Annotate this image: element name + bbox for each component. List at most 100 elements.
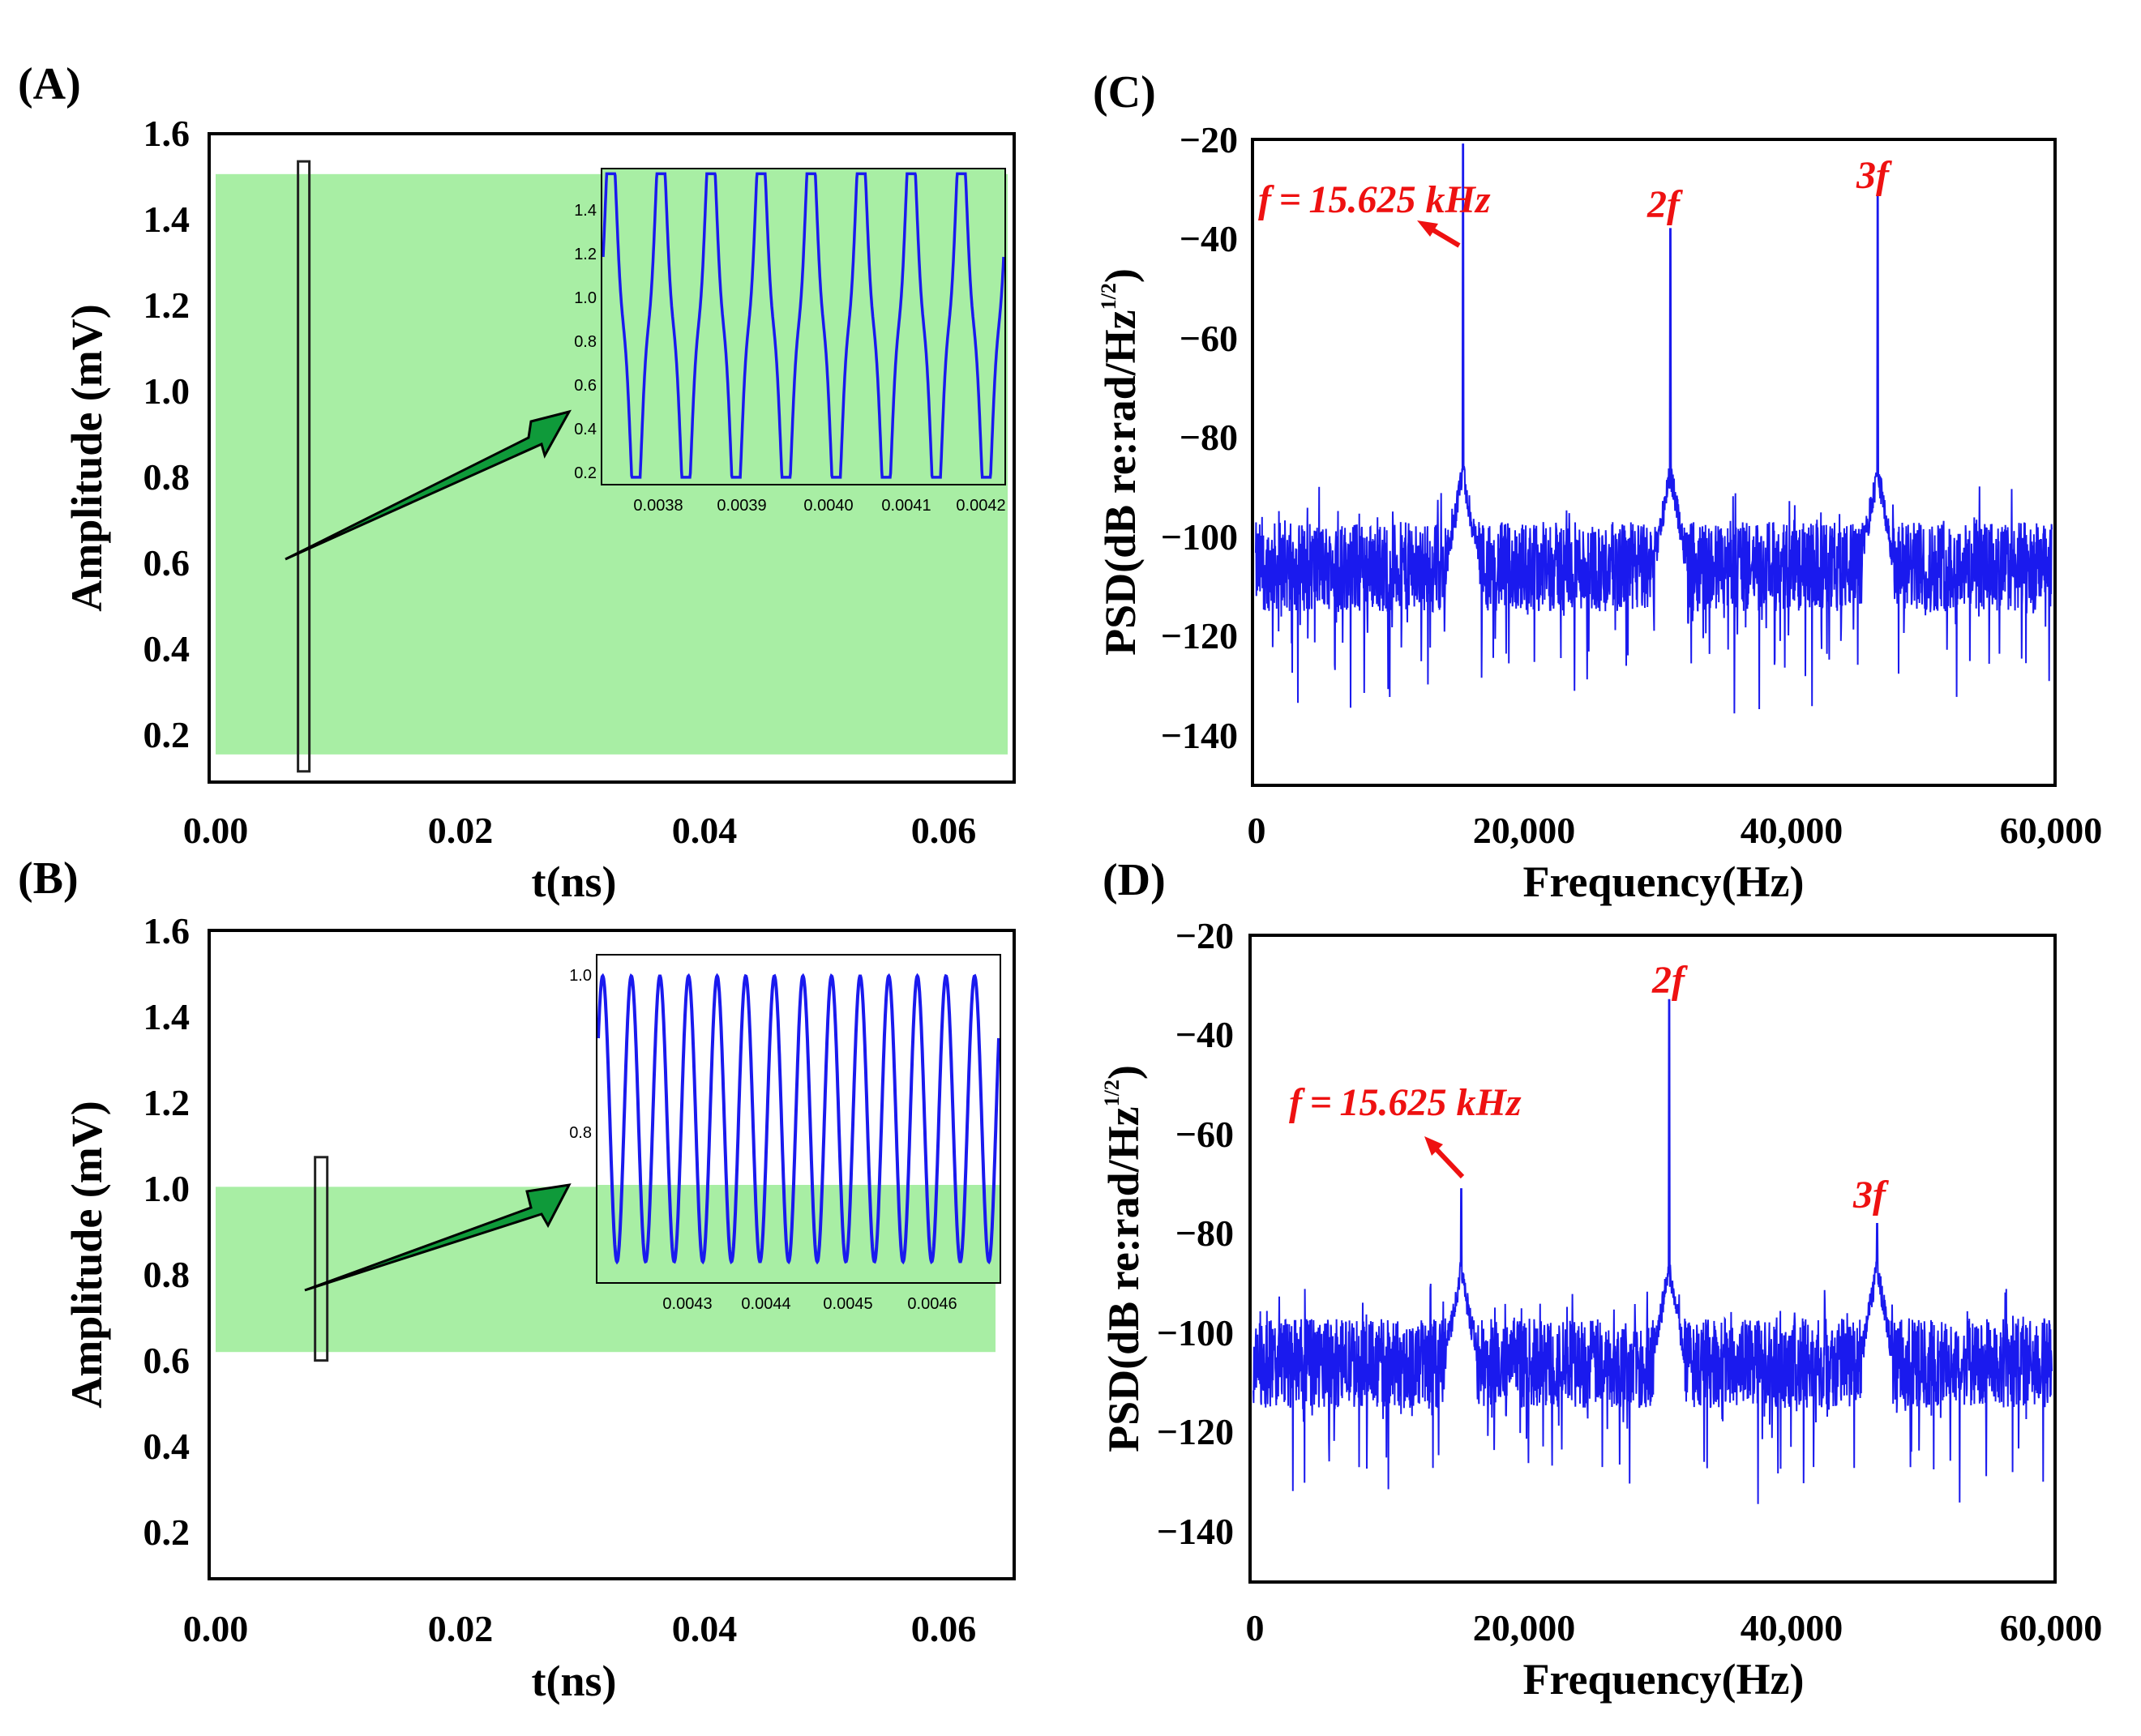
panel-d-x-ticks: 0 20,000 40,000 60,000 (1246, 1607, 2103, 1648)
panel-a-inset-ytick: 1.0 (574, 289, 597, 307)
panel-c-ytick: −80 (1180, 417, 1238, 458)
panel-b-arrow-shape (304, 1183, 572, 1292)
panel-a-ytick: 1.2 (143, 284, 191, 326)
panel-a-x-ticks: 0.00 0.02 0.04 0.06 (183, 810, 977, 851)
panel-c-y-ticks: −20 −40 −60 −80 −100 −120 −140 (1161, 119, 1238, 756)
panel-d-ylabel-sup: 1/2 (1100, 1080, 1124, 1106)
panel-c-xlabel: Frequency(Hz) (1523, 857, 1805, 906)
panel-a-inset-xtick: 0.0041 (881, 497, 931, 515)
panel-b-ytick: 1.0 (143, 1168, 191, 1209)
panel-c-xtick: 20,000 (1473, 810, 1576, 851)
panel-d-fundamental-arrow (1431, 1144, 1465, 1179)
panel-a-xtick: 0.02 (428, 810, 494, 851)
panel-d-ytick: −40 (1175, 1014, 1234, 1055)
panel-a-label: (A) (18, 59, 81, 109)
panel-c-frame (1251, 138, 2057, 787)
panel-a-ytick: 1.6 (143, 113, 191, 154)
panel-b-inset-ytick: 0.8 (569, 1124, 592, 1142)
panel-c-ytick: −20 (1180, 119, 1238, 160)
panel-c-ylabel-end: ) (1096, 268, 1145, 283)
panel-d-ytick: −20 (1175, 915, 1234, 956)
panel-c-x-ticks: 0 20,000 40,000 60,000 (1248, 810, 2103, 851)
panel-b-inset-xtick: 0.0043 (662, 1295, 712, 1313)
panel-c-ylabel-sup: 1/2 (1097, 283, 1120, 310)
panel-a-ytick: 0.2 (143, 714, 191, 755)
panel-a-inset-ytick: 0.8 (574, 333, 597, 351)
panel-a-inset-ytick: 0.6 (574, 377, 597, 395)
panel-a-inset-xtick: 0.0038 (633, 497, 683, 515)
panel-a-xlabel: t(ns) (532, 857, 617, 906)
panel-b-ytick: 1.6 (143, 910, 191, 951)
panel-b-ytick: 1.2 (143, 1082, 191, 1123)
panel-b-inset-ytick: 1.0 (569, 967, 592, 985)
panel-a-inset-ytick: 1.4 (574, 202, 597, 220)
panel-b-ytick: 1.4 (143, 996, 191, 1037)
panel-b-inset-band-overlap (597, 1185, 1000, 1283)
panel-a-inset-xtick: 0.0039 (717, 497, 766, 515)
panel-a-inset-ytick: 1.2 (574, 246, 597, 263)
panel-b-inset-waveform (597, 973, 1000, 1265)
panel-b: (B) 0.2 0.4 0.6 0.8 1.0 1.2 1.4 1.6 0.00… (18, 853, 1016, 1705)
panel-b-label: (B) (18, 853, 79, 904)
panel-a-ytick: 1.0 (143, 370, 191, 412)
panel-b-inset-xtick: 0.0044 (741, 1295, 790, 1313)
panel-a-inset-bg (602, 169, 1005, 485)
panel-b-ytick: 0.4 (143, 1426, 191, 1467)
panel-d-ylabel-end: ) (1099, 1065, 1148, 1080)
panel-c-ytick: −40 (1180, 218, 1238, 259)
panel-d-label: (D) (1103, 855, 1166, 905)
panel-a-ytick: 0.8 (143, 456, 191, 498)
panel-a-inset-xtick: 0.0042 (956, 497, 1005, 515)
panel-a-inset-ytick: 0.2 (574, 464, 597, 482)
panel-b-xtick: 0.00 (183, 1608, 249, 1649)
panel-c-ylabel-main: PSD(dB re:rad/Hz (1096, 310, 1145, 655)
panel-d-psd-trace (1252, 998, 2053, 1504)
panel-a-arrow-shape (285, 409, 572, 561)
panel-d-xlabel: Frequency(Hz) (1523, 1655, 1805, 1704)
panel-d-fundamental-annotation: f = 15.625 kHz (1289, 1081, 1522, 1124)
panel-b-y-ticks: 0.2 0.4 0.6 0.8 1.0 1.2 1.4 1.6 (143, 910, 191, 1553)
panel-b-x-ticks: 0.00 0.02 0.04 0.06 (183, 1608, 977, 1649)
panel-d-frame (1248, 934, 2057, 1584)
panel-b-xlabel: t(ns) (532, 1657, 617, 1705)
panel-d-third-harmonic-label: 3f (1852, 1174, 1889, 1216)
panel-c-xtick: 60,000 (2000, 810, 2103, 851)
panel-d-fundamental-arrowhead (1424, 1136, 1443, 1156)
panel-a-inset-waveform (602, 172, 1005, 479)
panel-b-arrow (304, 1183, 572, 1292)
panel-c-xtick: 40,000 (1741, 810, 1843, 851)
panel-b-ytick: 0.8 (143, 1254, 191, 1295)
panel-d-xtick: 60,000 (2000, 1607, 2103, 1648)
panel-b-frame (208, 929, 1016, 1580)
panel-d-ytick: −120 (1157, 1411, 1234, 1452)
panel-b-xtick: 0.04 (672, 1608, 738, 1649)
panel-c-ytick: −100 (1161, 516, 1238, 558)
panel-c-xtick: 0 (1248, 810, 1266, 851)
panel-d-y-ticks: −20 −40 −60 −80 −100 −120 −140 (1157, 915, 1234, 1552)
panel-a-ytick: 0.4 (143, 628, 191, 669)
panel-b-inset-xtick: 0.0045 (823, 1295, 872, 1313)
panel-b-inset-frame (596, 954, 1001, 1284)
panel-d: (D) −20 −40 −60 −80 −100 −120 −140 0 20,… (1099, 855, 2102, 1704)
panel-d-ytick: −80 (1175, 1212, 1234, 1254)
panel-b-xtick: 0.06 (911, 1608, 977, 1649)
panel-b-ytick: 0.6 (143, 1340, 191, 1381)
panel-c-psd-trace (1255, 143, 2053, 714)
panel-a-xtick: 0.04 (672, 810, 738, 851)
panel-c-fundamental-annotation: f = 15.625 kHz (1258, 178, 1491, 221)
panel-a-zoom-window (297, 160, 311, 773)
panel-d-xtick: 0 (1246, 1607, 1265, 1648)
panel-a-inset-frame (601, 168, 1006, 485)
panel-d-xtick: 40,000 (1741, 1607, 1843, 1648)
panel-c-second-harmonic-label: 2f (1646, 183, 1683, 226)
panel-d-ylabel: PSD(dB re:rad/Hz1/2) (1099, 1065, 1148, 1452)
panel-a-ytick: 1.4 (143, 199, 191, 240)
panel-a-ytick: 0.6 (143, 542, 191, 584)
panel-c-label: (C) (1093, 67, 1156, 118)
panel-b-inset: 0.8 1.0 0.0043 0.0044 0.0045 0.0046 (569, 954, 1001, 1313)
panel-a-frame (208, 132, 1016, 784)
panel-b-ylabel: Amplitude (mV) (62, 1101, 111, 1408)
panel-d-xtick: 20,000 (1473, 1607, 1576, 1648)
panel-a-y-ticks: 0.2 0.4 0.6 0.8 1.0 1.2 1.4 1.6 (143, 113, 191, 755)
